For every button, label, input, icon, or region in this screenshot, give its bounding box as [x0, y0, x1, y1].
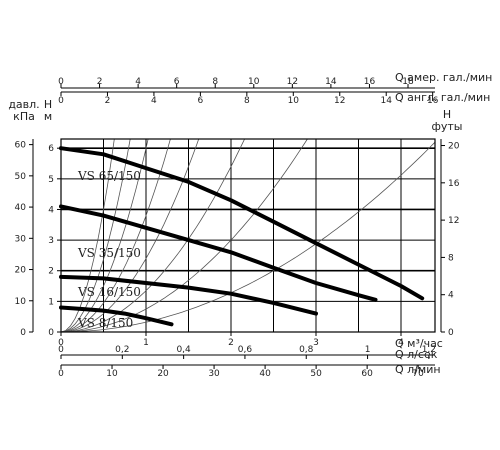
lmin-axis-tick-label: 70 — [412, 369, 424, 379]
usgpm-axis-tick-label: 6 — [174, 77, 180, 87]
axis-label-kpa-line: давл. — [8, 98, 39, 111]
lmin-axis-tick-label: 20 — [157, 369, 169, 379]
lmin-axis-tick-label: 50 — [310, 369, 322, 379]
hft-axis-tick-label: 0 — [448, 328, 454, 338]
ukgpm-axis-tick-label: 16 — [427, 96, 439, 106]
lmin-axis-tick-label: 10 — [106, 369, 118, 379]
ls-axis-tick-label: 0,6 — [238, 345, 253, 355]
hm-axis-tick-label: 2 — [48, 267, 54, 277]
hm-axis-tick-label: 6 — [48, 144, 54, 154]
m3h-axis-tick-label: 2 — [228, 338, 234, 348]
ukgpm-axis-tick-label: 0 — [58, 96, 64, 106]
ls-axis-tick-label: 0,4 — [176, 345, 191, 355]
axis-label-ls: Q л/сек — [395, 348, 438, 361]
ls-axis-tick-label: 0,8 — [299, 345, 314, 355]
ls-axis-tick-label: 1 — [365, 345, 371, 355]
m3h-axis-tick-label: 3 — [313, 338, 319, 348]
lmin-axis-tick-label: 60 — [361, 369, 373, 379]
pump-curve-vs-8-150 — [59, 305, 174, 327]
m3h-axis-tick-label: 1 — [143, 338, 149, 348]
curve-label: VS 35/150 — [77, 246, 141, 260]
usgpm-axis-tick-label: 0 — [58, 77, 64, 87]
hm-axis-tick-label: 1 — [48, 297, 54, 307]
axis-label-ukgpm: Q англ. гал./мин — [395, 91, 490, 104]
lmin-axis-tick-label: 0 — [58, 369, 64, 379]
axis-label-m3h: Q м³/час — [395, 337, 443, 350]
pump-curve-vs-35-150 — [59, 204, 378, 302]
system-curve — [60, 138, 308, 333]
pump-curve-vs-16-150 — [59, 274, 318, 316]
hm-axis-tick-label: 4 — [48, 205, 54, 215]
hm-axis-tick-label: 0 — [48, 328, 54, 338]
usgpm-axis-tick-label: 10 — [248, 77, 260, 87]
ukgpm-axis-tick-label: 8 — [244, 96, 250, 106]
hm-axis-tick-label: 3 — [48, 236, 54, 246]
axes: 0 1 2 3 40 0,2 0,4 0,6 0,8 1 1,20 10 20 30 40 50 60 700 2 4… — [15, 77, 460, 379]
usgpm-axis-tick-label: 16 — [364, 77, 376, 87]
axis-label-lmin: Q л/мин — [395, 363, 441, 376]
system-curve — [60, 138, 149, 333]
kpa-axis-tick-label: 40 — [15, 203, 27, 213]
hft-axis-tick-label: 8 — [448, 253, 454, 263]
hm-axis-tick-label: 5 — [48, 175, 54, 185]
m3h-axis-tick-label: 0 — [58, 338, 64, 348]
kpa-axis-tick-label: 30 — [15, 234, 27, 244]
hft-axis-tick-label: 12 — [448, 216, 459, 226]
system-curve — [61, 141, 436, 333]
kpa-axis-tick-label: 20 — [15, 266, 27, 276]
ukgpm-axis-tick-label: 2 — [105, 96, 111, 106]
curve-label: VS 16/150 — [77, 285, 141, 299]
axis-label-hm-line: H — [44, 98, 52, 111]
axis-label-kpa: давл. кПа — [8, 98, 39, 123]
m3h-axis-tick-label: 4 — [398, 338, 404, 348]
ls-axis-tick-label: 0,2 — [115, 345, 129, 355]
ukgpm-axis-tick-label: 14 — [380, 96, 392, 106]
usgpm-axis-tick-label: 14 — [325, 77, 337, 87]
ukgpm-axis-tick-label: 4 — [151, 96, 157, 106]
curve-label: VS 65/150 — [77, 169, 141, 183]
pump-curve-vs-65-150 — [59, 146, 425, 301]
usgpm-axis-tick-label: 12 — [287, 77, 298, 87]
curve-label: VS 8/150 — [77, 316, 133, 330]
ukgpm-axis-tick-label: 10 — [288, 96, 300, 106]
axis-label-kpa-line: кПа — [13, 110, 35, 123]
hft-axis-tick-label: 20 — [448, 142, 460, 152]
kpa-axis-tick-label: 0 — [20, 328, 26, 338]
usgpm-axis-tick-label: 2 — [97, 77, 103, 87]
lmin-axis-tick-label: 40 — [259, 369, 271, 379]
kpa-axis-tick-label: 60 — [15, 141, 27, 151]
hft-axis-tick-label: 16 — [448, 179, 460, 189]
usgpm-axis-tick-label: 8 — [212, 77, 218, 87]
usgpm-axis-tick-label: 4 — [135, 77, 141, 87]
pump-curves: VS 65/150 VS 35/150 VS 16/150 VS 8/150 — [59, 146, 425, 330]
axis-label-hft-line: футы — [431, 120, 462, 133]
lmin-axis-tick-label: 30 — [208, 369, 220, 379]
system-curve — [60, 138, 131, 333]
ukgpm-axis-tick-label: 6 — [198, 96, 204, 106]
kpa-axis-tick-label: 50 — [15, 172, 27, 182]
hft-axis-tick-label: 4 — [448, 291, 454, 301]
axis-label-hm-line: м — [44, 110, 52, 123]
axis-label-usgpm: Q амер. гал./мин — [395, 71, 492, 84]
axis-label-hft-line: H — [443, 108, 451, 121]
ukgpm-axis-tick-label: 12 — [334, 96, 345, 106]
ls-axis-tick-label: 1,2 — [422, 345, 436, 355]
usgpm-axis-tick-label: 18 — [402, 77, 414, 87]
kpa-axis-tick-label: 10 — [15, 297, 27, 307]
ls-axis-tick-label: 0 — [58, 345, 64, 355]
